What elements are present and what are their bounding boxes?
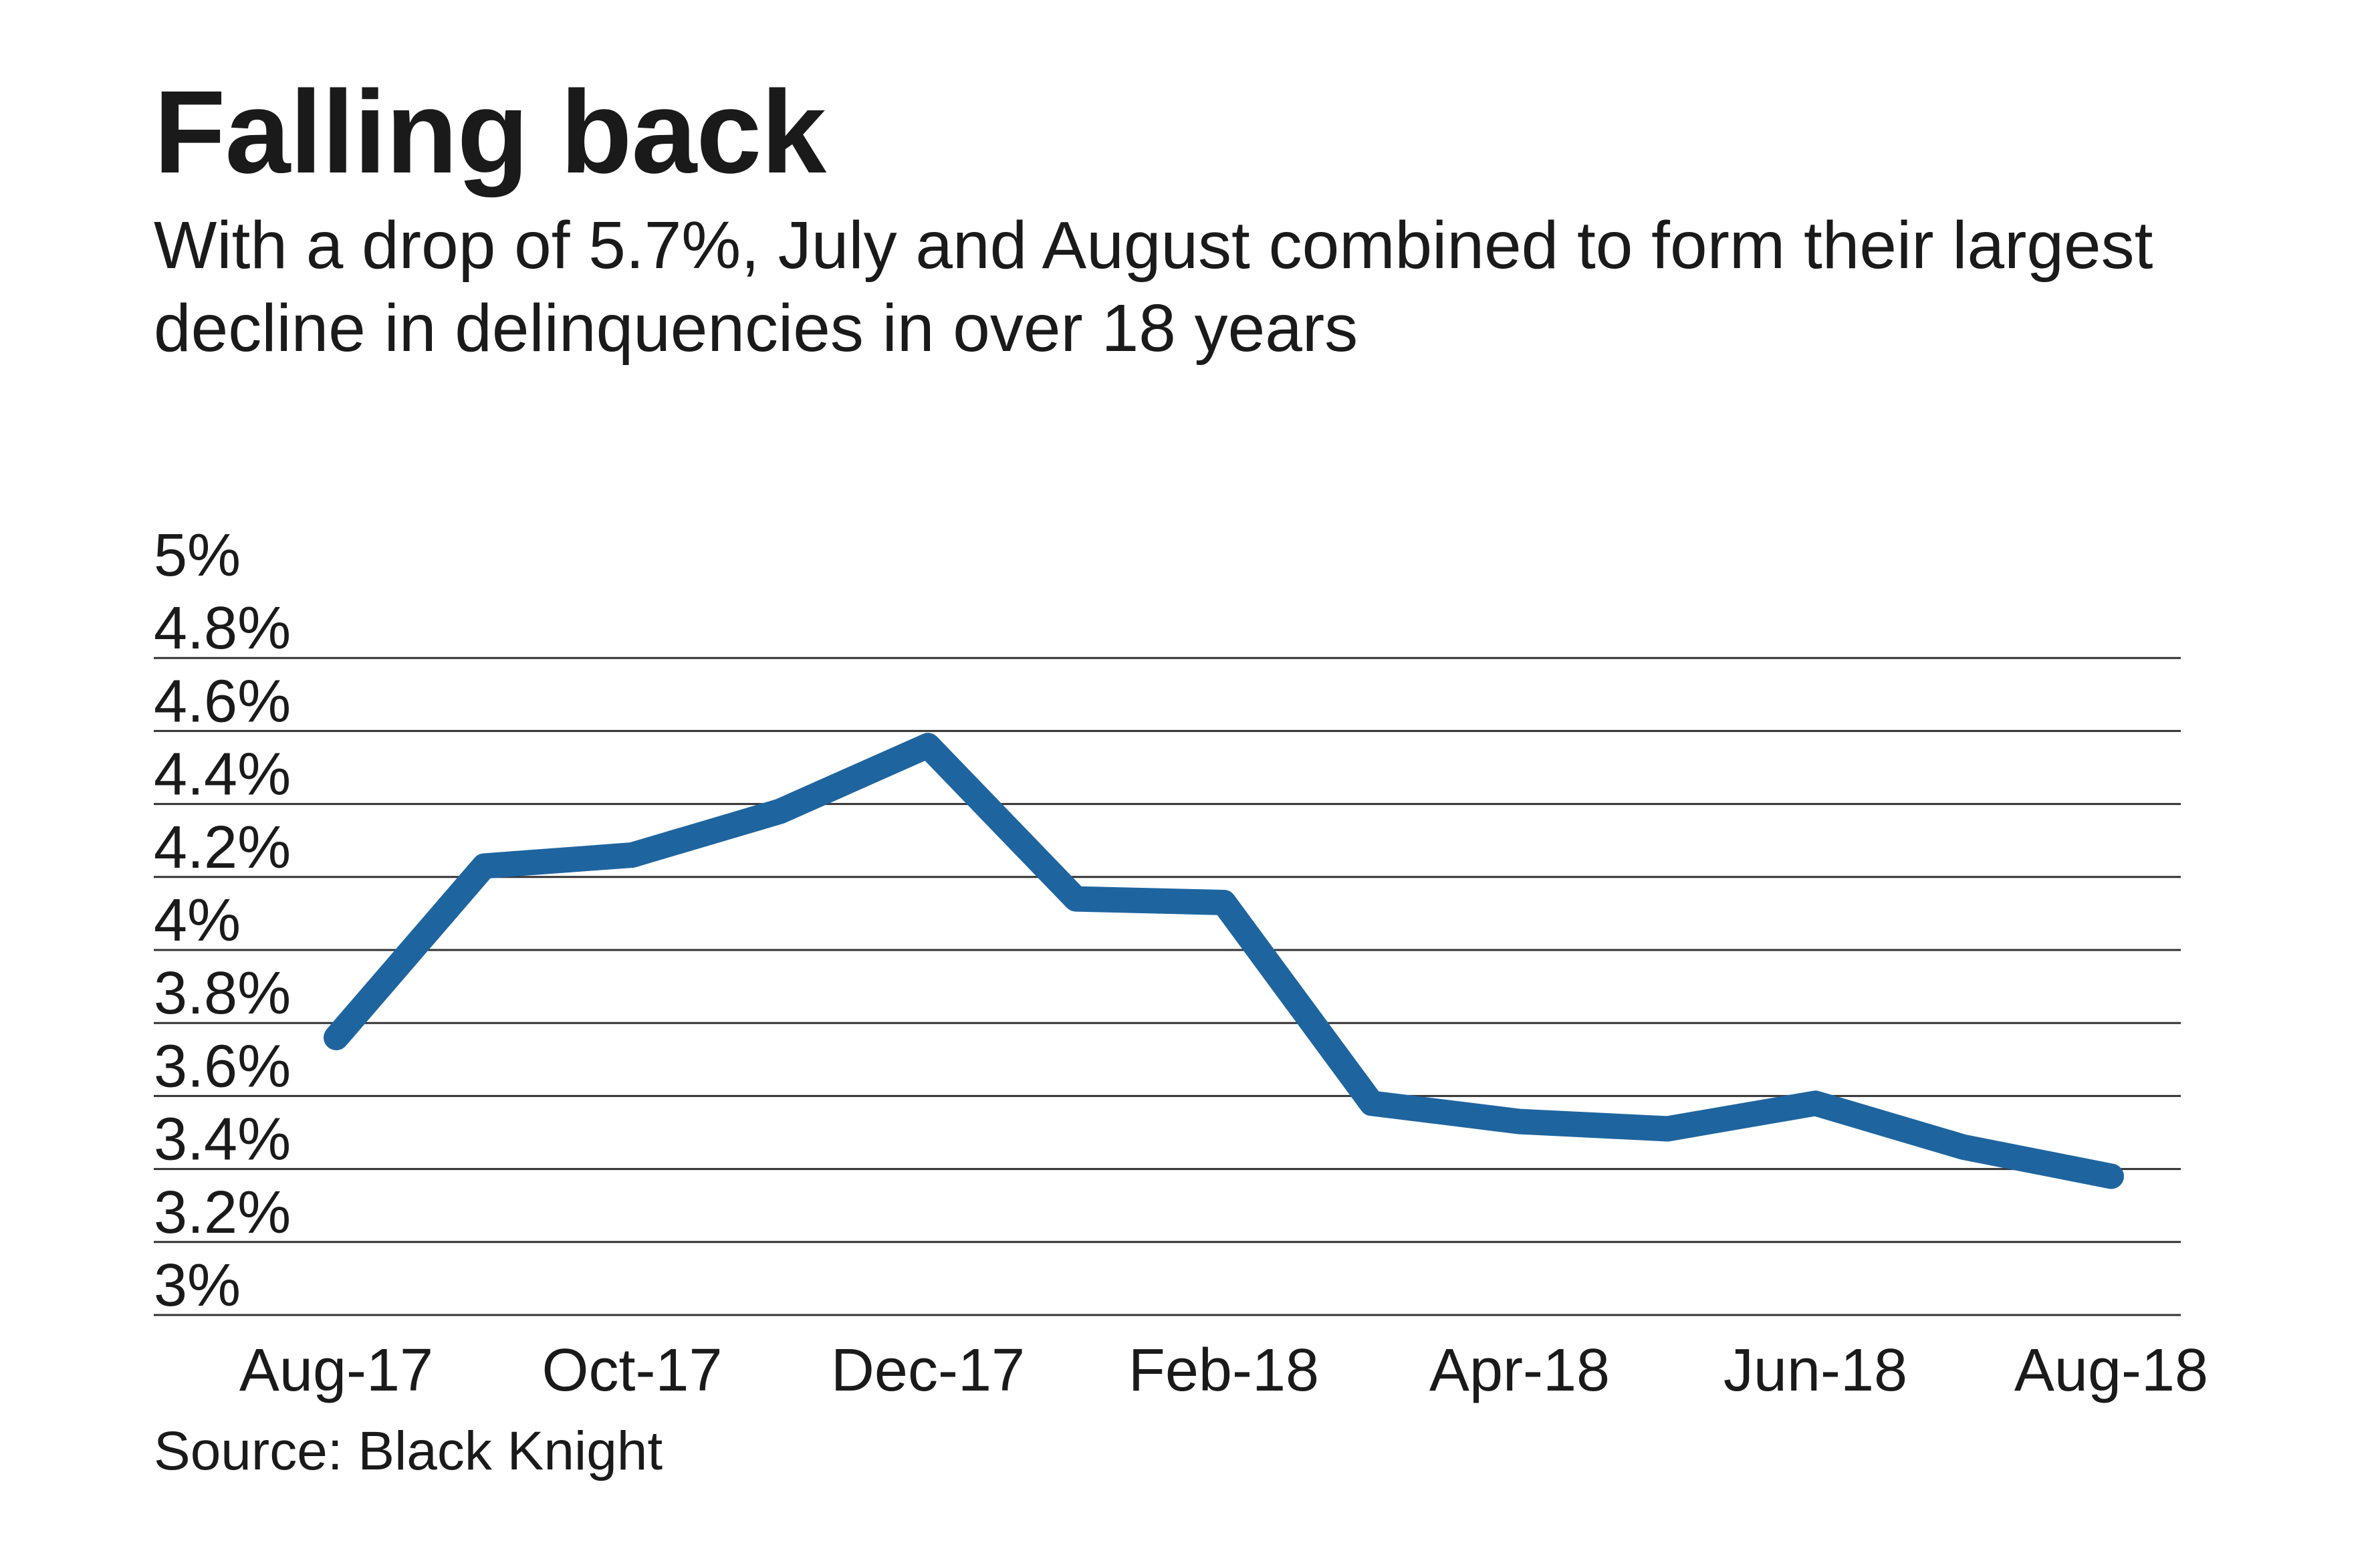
y-tick-label: 3.8% [154, 960, 291, 1027]
x-tick-label: Feb-18 [1128, 1337, 1319, 1404]
y-tick-label: 4.8% [154, 595, 291, 662]
y-tick-label: 3% [154, 1252, 241, 1319]
x-tick-label: Oct-17 [542, 1337, 722, 1404]
x-tick-label: Aug-17 [239, 1337, 433, 1404]
x-tick-label: Dec-17 [831, 1337, 1025, 1404]
x-axis-labels: Aug-17 Oct-17 Dec-17 Feb-18 Apr-18 Jun-18 Aug-… [239, 1337, 2208, 1404]
series-line [324, 733, 2124, 1189]
y-tick-label: 4.2% [154, 814, 291, 881]
x-tick-label: Jun-18 [1723, 1337, 1907, 1404]
y-tick-label: 4% [154, 887, 241, 954]
y-tick-label: 4.6% [154, 668, 291, 735]
y-tick-label: 5% [154, 522, 241, 589]
y-axis-labels: 5%4.8%4.6%4.4%4.2%4%3.8%3.6%3.4%3.2%3% [154, 522, 291, 1319]
y-tick-label: 4.4% [154, 741, 291, 808]
x-tick-label: Apr-18 [1429, 1337, 1610, 1404]
y-tick-label: 3.6% [154, 1033, 291, 1100]
y-tick-label: 3.4% [154, 1106, 291, 1173]
source-note: Source: Black Knight [154, 1421, 663, 1481]
grid-lines [154, 657, 2181, 1316]
x-tick-label: Aug-18 [2014, 1337, 2208, 1404]
chart-title: Falling back [154, 67, 826, 198]
y-tick-label: 3.2% [154, 1179, 291, 1246]
series-layer [324, 733, 2124, 1189]
chart-subtitle: With a drop of 5.7%, July and August com… [154, 208, 2153, 366]
